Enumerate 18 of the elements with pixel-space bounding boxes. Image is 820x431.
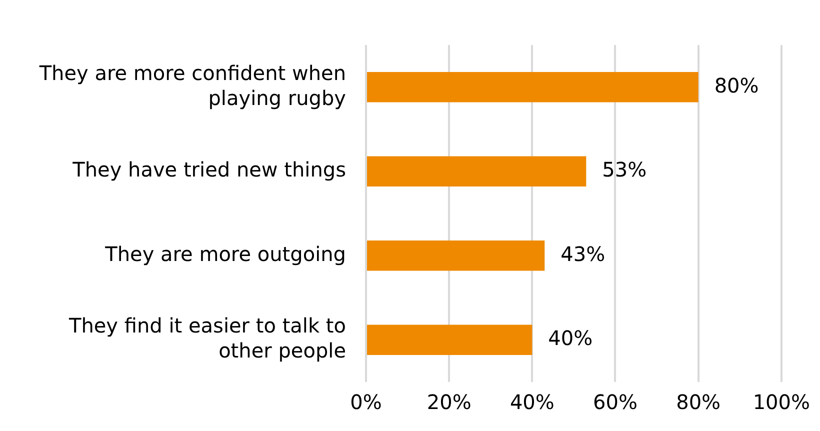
bar [367,156,586,187]
y-tick-label: They are more confident when playing rugby [38,60,346,110]
data-label: 80% [714,73,759,98]
data-label: 40% [548,326,593,350]
bar [367,72,698,102]
x-tick-label: 80% [676,390,721,414]
x-tick-label: 0% [350,390,382,414]
y-tick-label: They are more outgoing [104,242,346,266]
data-label: 43% [560,242,606,266]
x-tick-label: 100% [752,390,810,414]
x-tick-label: 60% [593,390,638,414]
x-tick-label: 20% [426,390,472,414]
bar [367,240,545,271]
x-tick-label: 40% [510,390,554,414]
data-label: 53% [602,158,647,182]
y-tick-label: They find it easier to talk to other people [68,314,346,363]
y-tick-label: They have tried new things [72,158,346,182]
bar [367,324,532,356]
